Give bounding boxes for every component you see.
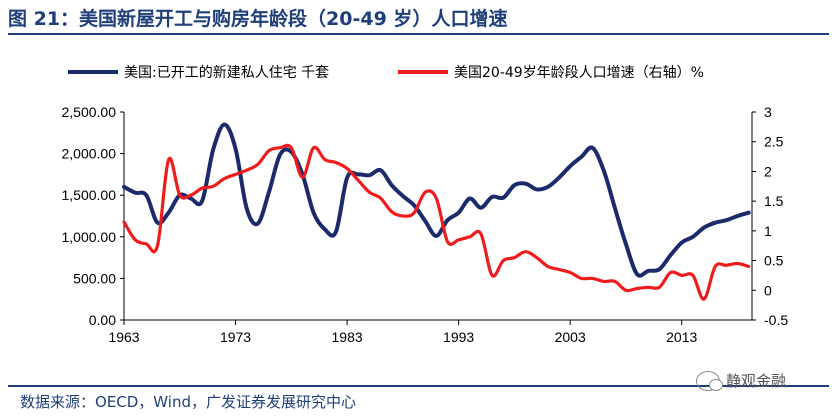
left-tick-label: 2,000.00 xyxy=(62,146,117,162)
x-tick-label: 1993 xyxy=(443,329,474,345)
x-tick-label: 1973 xyxy=(220,329,251,345)
series-group xyxy=(122,122,751,301)
watermark: 静观金融 xyxy=(696,370,786,391)
left-tick-label: 1,500.00 xyxy=(62,187,117,203)
right-tick-label: 0.5 xyxy=(764,253,784,269)
left-tick-label: 0.00 xyxy=(89,312,116,328)
source-divider xyxy=(8,385,829,387)
left-tick-label: 500.00 xyxy=(73,270,116,286)
axes: 0.00 500.00 1,000.00 1,500.00 2,000.00 2,500.… xyxy=(62,104,789,345)
data-source-note: 数据来源：OECD，Wind，广发证券发展研究中心 xyxy=(20,393,357,411)
x-tick-label: 2003 xyxy=(555,329,586,345)
x-tick-label: 1963 xyxy=(108,329,139,345)
left-tick-label: 2,500.00 xyxy=(62,104,117,120)
right-tick-label: -0.5 xyxy=(764,312,788,328)
legend: 美国:已开工的新建私人住宅 千套 美国20-49岁年龄段人口增速（右轴）% xyxy=(68,65,704,81)
watermark-text: 静观金融 xyxy=(726,372,787,390)
right-tick-label: 2 xyxy=(764,163,772,179)
x-tick-label: 1983 xyxy=(332,329,363,345)
left-tick-label: 1,000.00 xyxy=(62,229,117,245)
legend-label-population-growth: 美国20-49岁年龄段人口增速（右轴）% xyxy=(454,65,704,81)
figure-title: 图 21：美国新屋开工与购房年龄段（20-49 岁）人口增速 xyxy=(8,8,508,30)
series-line-population-growth xyxy=(122,143,751,301)
right-tick-label: 1.5 xyxy=(764,193,784,209)
right-tick-label: 2.5 xyxy=(764,134,784,150)
right-tick-label: 1 xyxy=(764,223,772,239)
right-tick-label: 3 xyxy=(764,104,772,120)
x-tick-label: 2013 xyxy=(666,329,697,345)
series-line-housing-starts xyxy=(122,122,751,278)
legend-label-housing-starts: 美国:已开工的新建私人住宅 千套 xyxy=(124,65,329,81)
right-tick-label: 0 xyxy=(764,282,772,298)
title-divider xyxy=(8,33,829,35)
wechat-icon xyxy=(696,370,723,391)
